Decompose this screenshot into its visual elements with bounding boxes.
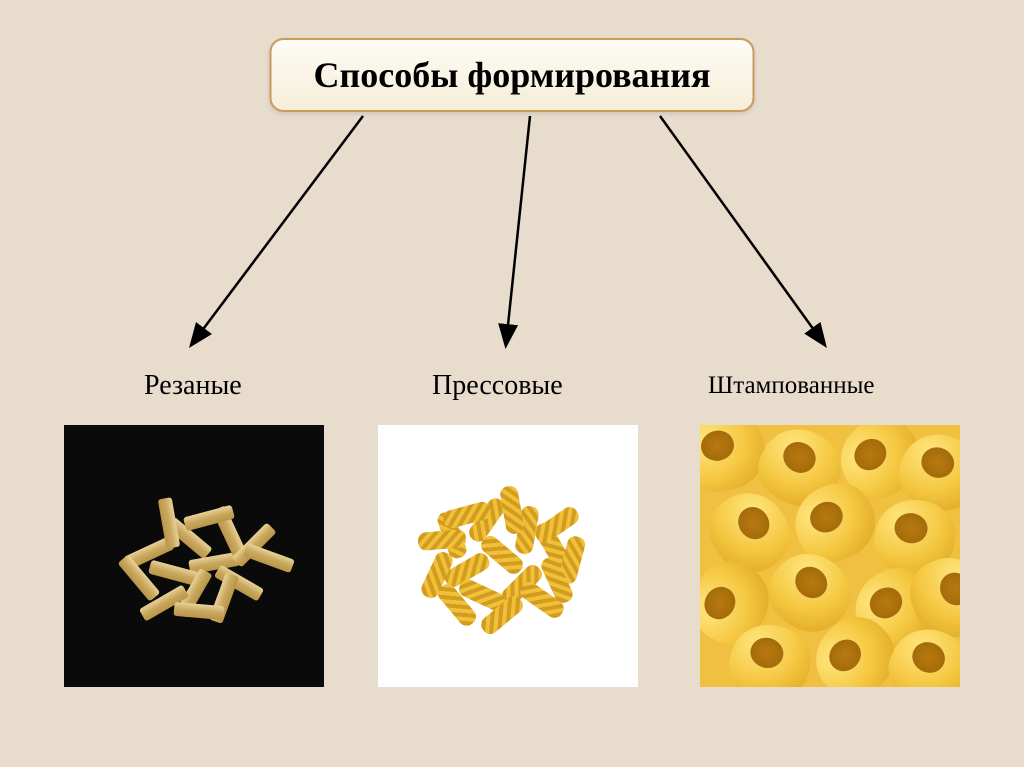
pasta-image-penne [64,425,324,687]
category-label-cut: Резаные [144,370,242,402]
fusilli-pile [403,461,613,651]
pasta-image-fusilli [378,425,638,687]
category-label-pressed: Прессовые [432,370,563,402]
header-box: Способы формирования [269,38,754,112]
penne-pile [94,476,294,636]
pasta-image-shells [700,425,960,687]
category-label-stamped: Штампованные [708,372,874,400]
shells-pile [700,425,960,687]
header-title: Способы формирования [313,54,710,96]
